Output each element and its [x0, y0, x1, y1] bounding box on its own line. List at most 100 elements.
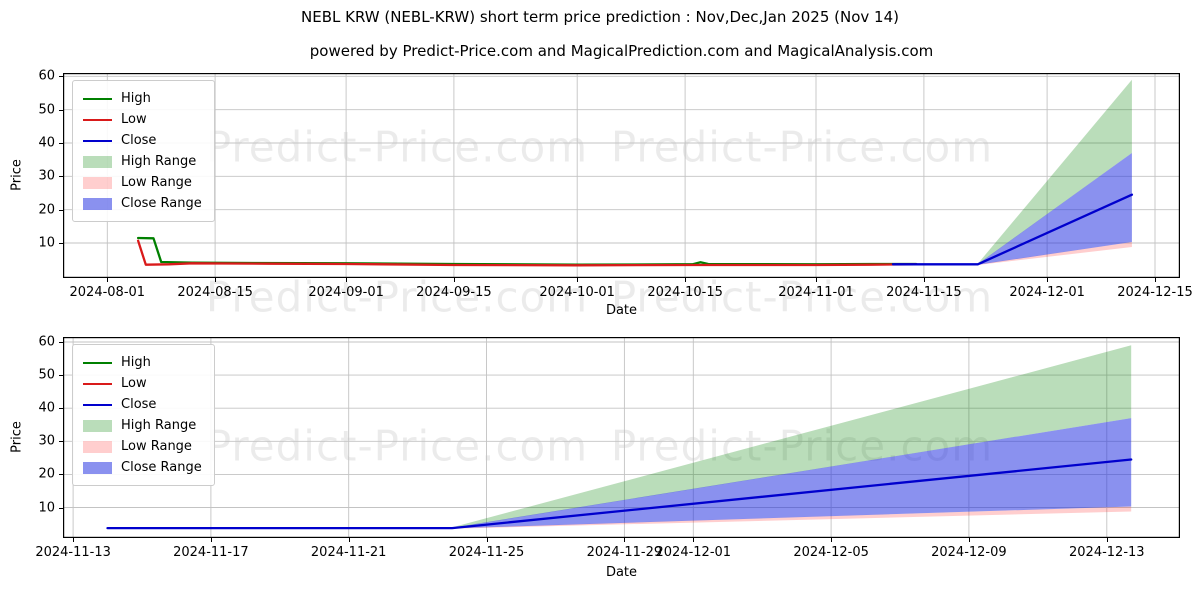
x-tick-label: 2024-11-15: [886, 285, 962, 300]
x-tick-label: 2024-09-15: [416, 285, 492, 300]
y-tick-mark: [59, 342, 63, 343]
y-tick-label: 20: [38, 202, 55, 218]
y-tick-mark: [59, 109, 63, 111]
top-chart-legend: High Low Close High Range Low Range Close Ran…: [72, 80, 215, 222]
legend-item-close: Close: [83, 394, 202, 415]
legend-item-high: High: [83, 352, 202, 373]
low-range-fill-swatch: [83, 176, 112, 189]
x-tick-mark: [453, 278, 455, 282]
x-tick-label: 2024-11-29: [586, 545, 663, 560]
x-tick-mark: [486, 538, 488, 542]
x-tick-mark: [107, 278, 109, 282]
legend-label: Close Range: [121, 196, 202, 211]
y-tick-mark: [59, 375, 63, 377]
legend-item-low-range: Low Range: [83, 172, 202, 193]
figure-title: NEBL KRW (NEBL-KRW) short term price pre…: [301, 8, 899, 26]
x-tick-label: 2024-10-01: [539, 285, 615, 300]
close-line-swatch: [83, 139, 112, 142]
high-range-fill-swatch: [83, 419, 112, 432]
high-line-swatch: [83, 97, 112, 100]
x-tick-label: 2024-12-01: [1009, 285, 1085, 300]
x-tick-mark: [73, 538, 75, 542]
x-tick-label: 2024-12-01: [655, 545, 732, 560]
x-tick-label: 2024-11-21: [310, 545, 387, 560]
x-tick-label: 2024-11-17: [173, 545, 249, 560]
bottom-chart-x-axis-label: Date: [605, 565, 638, 580]
powered-by-subtitle: powered by Predict-Price.com and Magical…: [309, 42, 934, 60]
x-tick-mark: [210, 538, 212, 542]
legend-label: High Range: [121, 418, 197, 433]
x-tick-label: 2024-11-01: [778, 285, 854, 300]
legend-label: Low: [121, 376, 147, 391]
x-tick-label: 2024-12-13: [1069, 545, 1145, 560]
low-line-swatch: [83, 382, 112, 385]
x-tick-label: 2024-12-05: [793, 545, 869, 560]
y-tick-label: 20: [38, 466, 55, 482]
y-tick-mark: [59, 243, 63, 244]
x-tick-mark: [577, 278, 579, 282]
y-tick-label: 60: [38, 334, 55, 350]
legend-label: High: [121, 355, 151, 370]
legend-label: High Range: [121, 154, 197, 169]
legend-label: Close Range: [121, 460, 202, 475]
x-tick-mark: [1106, 538, 1108, 542]
x-tick-label: 2024-08-01: [69, 285, 146, 300]
legend-item-high-range: High Range: [83, 415, 202, 436]
legend-item-low: Low: [83, 109, 202, 130]
x-tick-mark: [831, 538, 833, 542]
high-line-swatch: [83, 361, 112, 364]
x-tick-label: 2024-11-13: [35, 545, 111, 560]
y-tick-label: 50: [38, 102, 55, 118]
legend-label: Close: [121, 397, 157, 412]
x-tick-mark: [923, 278, 925, 282]
y-tick-label: 40: [38, 135, 55, 151]
y-tick-mark: [59, 408, 63, 410]
legend-item-high: High: [83, 88, 202, 109]
x-tick-mark: [685, 278, 687, 282]
y-tick-mark: [59, 143, 63, 144]
y-tick-label: 40: [38, 400, 55, 416]
legend-item-close: Close: [83, 130, 202, 151]
y-tick-label: 30: [38, 168, 55, 184]
top-chart-canvas: [63, 73, 1180, 278]
y-tick-label: 10: [38, 500, 55, 515]
x-tick-label: 2024-11-25: [448, 545, 525, 560]
top-chart-plot-area: High Low Close High Range Low Range Close Ran…: [63, 73, 1180, 278]
close-range-fill-swatch: [83, 461, 112, 474]
bottom-chart-plot-area: High Low Close High Range Low Range Close Ran…: [63, 337, 1180, 538]
low-line-swatch: [83, 118, 112, 121]
y-tick-mark: [59, 209, 63, 211]
x-tick-mark: [1155, 278, 1156, 282]
legend-item-close-range: Close Range: [83, 457, 202, 478]
bottom-chart-canvas: [63, 337, 1180, 538]
x-tick-mark: [816, 278, 817, 282]
x-tick-mark: [215, 278, 217, 282]
y-tick-mark: [59, 507, 63, 509]
legend-label: High: [121, 91, 151, 106]
legend-label: Low Range: [121, 439, 192, 454]
y-tick-mark: [59, 474, 63, 476]
bottom-chart-y-axis-label: Price: [9, 421, 25, 453]
top-chart-y-axis-label: Price: [9, 159, 25, 191]
legend-item-low: Low: [83, 373, 202, 394]
y-tick-mark: [59, 176, 63, 178]
x-tick-mark: [624, 538, 626, 542]
y-tick-label: 60: [38, 68, 55, 84]
bottom-chart-legend: High Low Close High Range Low Range Close Ran…: [72, 344, 215, 486]
high-range-fill-swatch: [83, 155, 112, 168]
y-tick-label: 30: [38, 433, 55, 449]
x-tick-mark: [968, 538, 970, 542]
x-tick-mark: [348, 538, 350, 542]
x-tick-label: 2024-10-15: [647, 285, 723, 300]
x-tick-label: 2024-08-15: [177, 285, 253, 300]
top-chart-x-axis-label: Date: [605, 303, 638, 318]
close-range-fill-swatch: [83, 197, 112, 210]
legend-label: Low: [121, 112, 147, 127]
x-tick-label: 2024-12-15: [1117, 285, 1193, 300]
y-tick-mark: [59, 441, 63, 443]
legend-item-close-range: Close Range: [83, 193, 202, 214]
low-range-fill-swatch: [83, 440, 112, 453]
y-tick-label: 10: [38, 235, 55, 251]
x-tick-label: 2024-09-01: [308, 285, 384, 300]
